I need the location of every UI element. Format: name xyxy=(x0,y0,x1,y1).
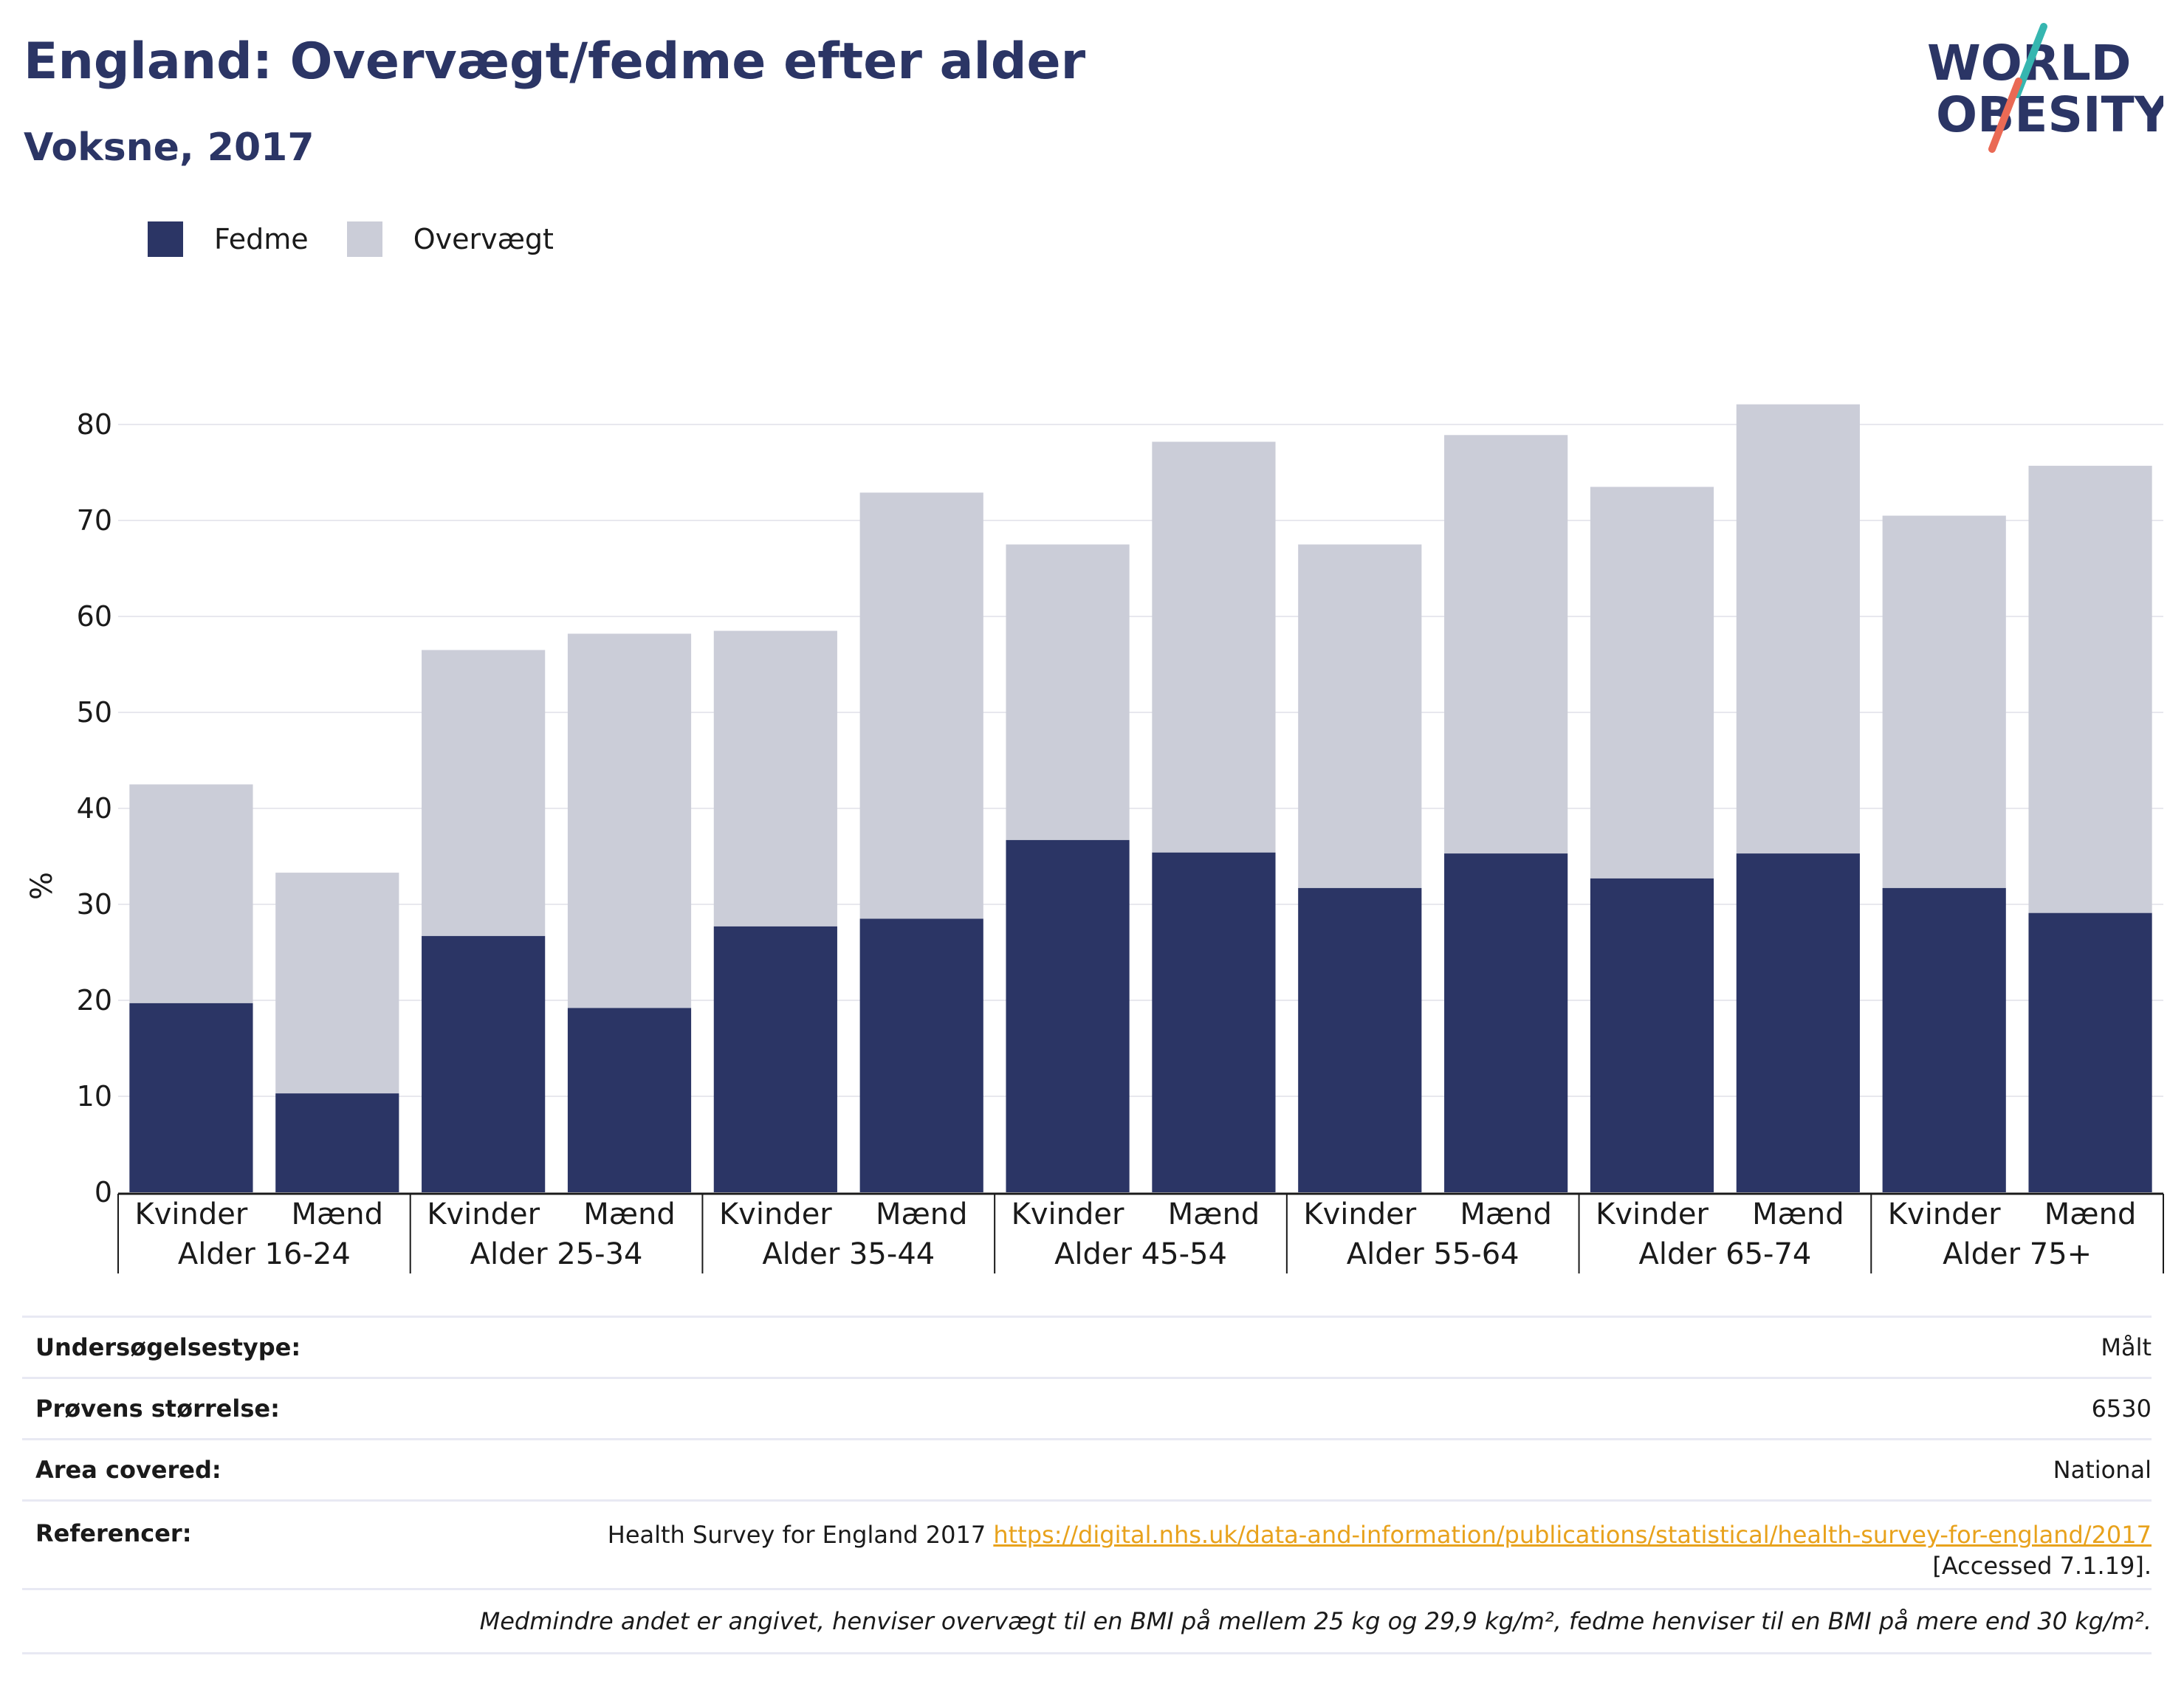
bar-fedme xyxy=(1882,887,2006,1192)
bar-overvaegt xyxy=(1006,544,1130,840)
bar-fedme xyxy=(2028,912,2152,1192)
bar-fedme xyxy=(129,1003,253,1192)
logo-word-obesity: OBESITY xyxy=(1936,86,2163,143)
survey-type-value: Målt xyxy=(2101,1333,2152,1361)
bar-overvaegt xyxy=(1298,544,1422,888)
bar-fedme xyxy=(1444,853,1568,1192)
x-tick-label: Mænd xyxy=(583,1197,676,1231)
stacked-bar-chart: 0 10 20 30 40 50 60 70 80% Kvinder Mænd Alder 16-24… xyxy=(25,404,2164,1273)
bar-overvaegt xyxy=(713,630,837,926)
y-axis-label: % xyxy=(25,872,59,900)
legend-label-fedme: Fedme xyxy=(214,223,309,255)
sample-size-value: 6530 xyxy=(2091,1395,2152,1423)
chart-legend: Fedme Overvægt xyxy=(148,220,592,258)
references-accessed: [Accessed 7.1.19]. xyxy=(1932,1552,2152,1580)
references-text: Health Survey for England 2017 xyxy=(607,1521,986,1549)
bar-fedme xyxy=(1152,852,1276,1192)
bar-fedme xyxy=(1736,853,1860,1192)
y-tick-label: 60 xyxy=(77,600,112,633)
world-obesity-logo: WORLD OBESITY xyxy=(1927,23,2163,153)
legend-item-fedme[interactable]: Fedme xyxy=(148,221,309,257)
x-tick-label: Mænd xyxy=(2044,1197,2137,1231)
bar-overvaegt xyxy=(859,492,983,919)
references-value: Health Survey for England 2017 https://d… xyxy=(608,1519,2152,1581)
x-tick-label: Kvinder xyxy=(1888,1197,2001,1231)
x-group-label: Alder 55-64 xyxy=(1347,1237,1519,1271)
y-tick-label: 10 xyxy=(77,1080,112,1113)
area-label: Area covered: xyxy=(35,1456,222,1484)
chart-title: England: Overvægt/fedme efter alder xyxy=(24,32,1086,91)
x-group-label: Alder 35-44 xyxy=(762,1237,935,1271)
bar-fedme xyxy=(713,926,837,1192)
bar-overvaegt xyxy=(275,873,399,1094)
bar-fedme xyxy=(422,935,546,1192)
legend-item-overvaegt[interactable]: Overvægt xyxy=(346,221,554,257)
x-group-label: Alder 16-24 xyxy=(178,1237,351,1271)
x-tick-label: Mænd xyxy=(292,1197,384,1231)
y-tick-label: 0 xyxy=(95,1176,112,1208)
bar-fedme xyxy=(1298,887,1422,1192)
bar-fedme xyxy=(567,1008,692,1192)
meta-row-sample-size: Prøvens størrelse: 6530 xyxy=(22,1377,2152,1438)
references-link[interactable]: https://digital.nhs.uk/data-and-informat… xyxy=(993,1521,2152,1549)
y-tick-label: 40 xyxy=(77,792,112,825)
chart-subtitle: Voksne, 2017 xyxy=(24,126,315,170)
y-tick-label: 30 xyxy=(77,888,112,921)
x-tick-label: Mænd xyxy=(1168,1197,1260,1231)
bar-overvaegt xyxy=(2028,465,2152,913)
bar-fedme xyxy=(859,918,983,1192)
x-tick-label: Kvinder xyxy=(1303,1197,1416,1231)
sample-size-label: Prøvens størrelse: xyxy=(35,1395,280,1423)
meta-row-survey-type: Undersøgelsestype: Målt xyxy=(22,1316,2152,1377)
survey-type-label: Undersøgelsestype: xyxy=(35,1333,301,1361)
bar-overvaegt xyxy=(1736,404,1860,854)
legend-label-overvaegt: Overvægt xyxy=(413,223,554,255)
x-tick-label: Mænd xyxy=(876,1197,968,1231)
y-tick-label: 80 xyxy=(77,408,112,441)
meta-row-area: Area covered: National xyxy=(22,1438,2152,1499)
definition-note: Medmindre andet er angivet, henviser ove… xyxy=(22,1588,2152,1654)
bar-overvaegt xyxy=(1882,515,2006,888)
x-tick-label: Mænd xyxy=(1752,1197,1844,1231)
x-tick-label: Kvinder xyxy=(1012,1197,1124,1231)
area-value: National xyxy=(2053,1456,2152,1484)
bar-overvaegt xyxy=(129,784,253,1003)
x-group-label: Alder 25-34 xyxy=(470,1237,643,1271)
y-tick-label: 70 xyxy=(77,504,112,537)
x-tick-label: Kvinder xyxy=(427,1197,540,1231)
x-tick-label: Kvinder xyxy=(1596,1197,1709,1231)
references-label: Referencer: xyxy=(35,1519,192,1547)
y-tick-label: 20 xyxy=(77,984,112,1017)
metadata-table: Undersøgelsestype: Målt Prøvens størrels… xyxy=(22,1316,2152,1654)
logo-slash-coral xyxy=(1988,78,2022,153)
bar-fedme xyxy=(275,1093,399,1192)
x-tick-label: Kvinder xyxy=(135,1197,248,1231)
legend-swatch-overvaegt xyxy=(346,221,382,257)
bar-overvaegt xyxy=(1152,441,1276,853)
x-group-label: Alder 45-54 xyxy=(1054,1237,1227,1271)
x-tick-label: Kvinder xyxy=(719,1197,832,1231)
x-group-label: Alder 65-74 xyxy=(1638,1237,1811,1271)
meta-row-references: Referencer: Health Survey for England 20… xyxy=(22,1499,2152,1588)
bar-overvaegt xyxy=(567,633,692,1008)
bar-overvaegt xyxy=(1444,435,1568,854)
legend-swatch-fedme xyxy=(148,221,183,257)
x-tick-label: Mænd xyxy=(1460,1197,1552,1231)
x-group-label: Alder 75+ xyxy=(1943,1237,2092,1271)
bar-fedme xyxy=(1590,878,1714,1192)
bar-overvaegt xyxy=(422,650,546,936)
bar-overvaegt xyxy=(1590,487,1714,879)
bar-fedme xyxy=(1006,839,1130,1192)
y-tick-label: 50 xyxy=(77,696,112,729)
